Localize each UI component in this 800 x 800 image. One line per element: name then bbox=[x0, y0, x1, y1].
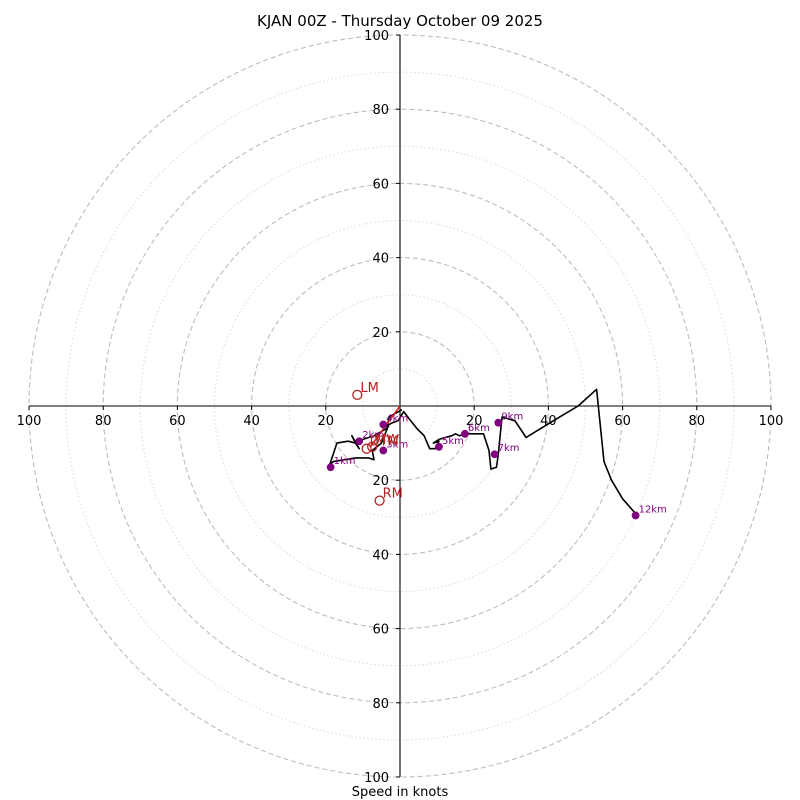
x-axis-label: Speed in knots bbox=[352, 785, 449, 800]
height-marker-label: 9km bbox=[501, 412, 523, 423]
x-tick-label: 20 bbox=[466, 414, 483, 429]
storm-motion-marker-dtm bbox=[361, 443, 372, 454]
height-marker-7km bbox=[490, 450, 499, 459]
height-marker-label: 2km bbox=[362, 430, 384, 441]
y-tick-label: 60 bbox=[372, 177, 389, 192]
storm-motion-label: MW bbox=[375, 433, 399, 448]
storm-motion-label: RM bbox=[383, 487, 403, 502]
height-marker-12km bbox=[631, 511, 640, 520]
y-tick-label: 60 bbox=[372, 623, 389, 638]
height-marker-9km bbox=[494, 418, 503, 427]
height-marker-3km bbox=[379, 446, 388, 455]
storm-motion-marker-rm bbox=[374, 495, 385, 506]
height-marker-label: 5km bbox=[442, 436, 464, 447]
y-tick-label: 20 bbox=[372, 474, 389, 489]
height-marker-2km bbox=[355, 437, 364, 446]
y-tick-label: 40 bbox=[372, 252, 389, 267]
chart-title: KJAN 00Z - Thursday October 09 2025 bbox=[257, 12, 543, 30]
x-tick-label: 80 bbox=[95, 414, 112, 429]
x-tick-label: 20 bbox=[318, 414, 335, 429]
x-tick-label: 100 bbox=[759, 414, 784, 429]
storm-motion-marker-lm bbox=[352, 389, 363, 401]
height-marker-label: 1km bbox=[334, 456, 356, 467]
height-marker-label: 12km bbox=[639, 504, 667, 515]
y-tick-label: 20 bbox=[372, 326, 389, 341]
y-tick-label: 100 bbox=[364, 771, 389, 786]
x-tick-label: 100 bbox=[17, 414, 42, 429]
y-tick-label: 100 bbox=[364, 29, 389, 44]
x-tick-label: 60 bbox=[169, 414, 186, 429]
height-marker-1km bbox=[326, 463, 335, 472]
height-marker-5km bbox=[435, 442, 443, 451]
x-tick-label: 80 bbox=[689, 414, 706, 429]
hodograph-trace bbox=[326, 388, 637, 515]
height-marker-label: 3km bbox=[386, 440, 408, 451]
x-tick-label: 40 bbox=[243, 414, 260, 429]
x-tick-label: 40 bbox=[540, 414, 557, 429]
x-tick-label: 60 bbox=[614, 414, 631, 429]
storm-motion-marker-mw bbox=[367, 441, 378, 452]
y-tick-label: 40 bbox=[372, 548, 389, 563]
height-marker-6km bbox=[461, 429, 469, 438]
height-marker-4km bbox=[379, 420, 388, 429]
y-tick-label: 80 bbox=[372, 697, 389, 712]
storm-motion-label: LM bbox=[360, 381, 378, 396]
y-tick-label: 80 bbox=[372, 103, 389, 118]
height-marker-label: 4km bbox=[386, 414, 408, 425]
height-marker-label: 7km bbox=[498, 443, 520, 454]
height-marker-label: 6km bbox=[468, 423, 490, 434]
storm-motion-label: DTM bbox=[370, 435, 399, 450]
